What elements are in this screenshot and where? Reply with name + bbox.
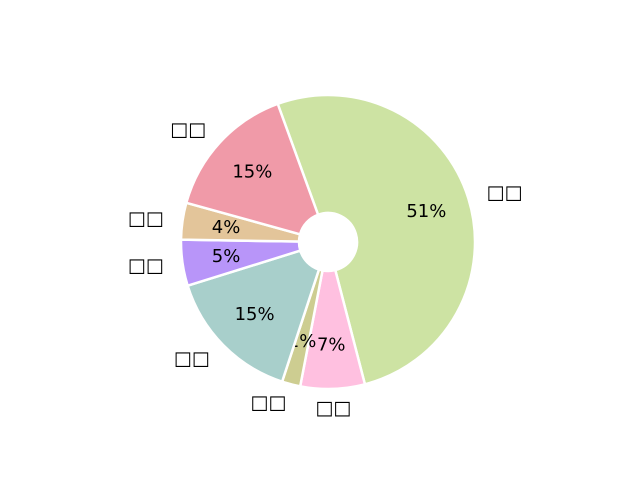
pie-slice-category-label-6: □□ xyxy=(170,118,206,140)
pie-slice-percent-label-1: 7% xyxy=(317,334,346,355)
pie-slice-percent-label-0: 51% xyxy=(406,201,446,222)
pie-slice-percent-label-4: 5% xyxy=(212,246,241,267)
pie-slice-category-label-4: □□ xyxy=(128,255,164,277)
pie-slice-3 xyxy=(186,249,321,383)
pie-slice-category-label-0: □□ xyxy=(487,182,523,204)
pie-slice-6 xyxy=(185,102,320,236)
pie-slice-category-label-3: □□ xyxy=(174,347,210,369)
pie-slice-category-label-1: □□ xyxy=(315,397,351,419)
pie-slice-percent-label-6: 15% xyxy=(232,162,272,183)
pie-slice-0 xyxy=(276,93,477,386)
pie-slice-category-label-5: □□ xyxy=(128,207,164,229)
pie-slice-percent-label-5: 4% xyxy=(212,217,241,238)
pie-slice-category-label-2: □□ xyxy=(250,392,286,414)
pie-slice-percent-label-3: 15% xyxy=(235,304,275,325)
